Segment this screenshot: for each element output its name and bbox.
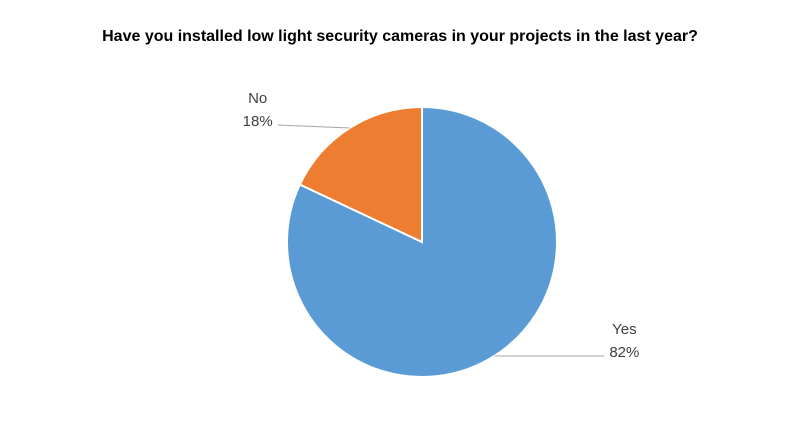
slice-label: Yes <box>612 321 636 338</box>
slice-label: No <box>248 90 267 107</box>
leader-line <box>277 124 350 129</box>
chart-title: Have you installed low light security ca… <box>102 28 698 45</box>
slice-value-label: 18% <box>243 113 273 130</box>
slice-value-label: 82% <box>609 344 639 361</box>
